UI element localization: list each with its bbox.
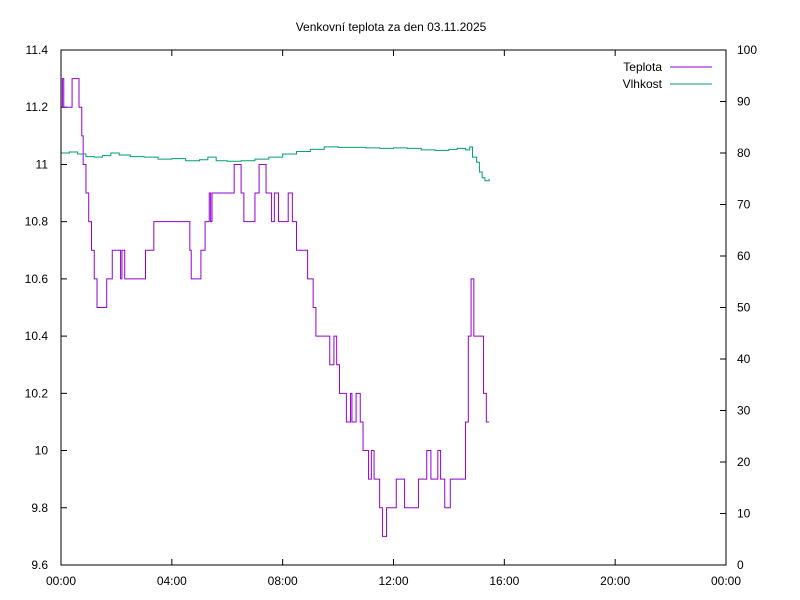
chart-title: Venkovní teplota za den 03.11.2025 [296, 20, 487, 34]
y2-tick-label: 0 [737, 558, 744, 572]
legend: Teplota Vlhkost [623, 60, 712, 91]
x-tick-label: 04:00 [157, 574, 187, 588]
y-tick-label: 10.2 [25, 386, 49, 400]
y-tick-label: 10.8 [25, 215, 49, 229]
y-tick-label: 11 [36, 157, 49, 171]
y2-tick-label: 40 [737, 352, 751, 366]
x-tick-label: 12:00 [378, 574, 408, 588]
x-tick-label: 20:00 [600, 574, 630, 588]
y2-tick-label: 100 [737, 43, 757, 57]
y-tick-label: 10.6 [25, 272, 49, 286]
x-tick-label: 08:00 [268, 574, 298, 588]
y2-tick-label: 70 [737, 198, 751, 212]
y2-tick-label: 30 [737, 404, 751, 418]
y-tick-label: 10.4 [25, 329, 49, 343]
series-line-teplota [61, 78, 490, 537]
x-tick-label: 16:00 [489, 574, 519, 588]
y2-tick-label: 10 [737, 507, 751, 521]
y-tick-label: 9.8 [31, 501, 48, 515]
y-tick-label: 11.2 [26, 100, 49, 114]
y2-tick-label: 60 [737, 249, 751, 263]
series-line-vlhkost [61, 146, 490, 182]
y-tick-label: 10 [35, 444, 49, 458]
y-tick-label: 9.6 [31, 558, 48, 572]
axis-ticks: 00:00 04:00 08:00 12:00 16:00 20:00 00:00 9.6 9.… [25, 43, 758, 588]
y2-tick-label: 90 [737, 95, 751, 109]
data-series [61, 78, 490, 537]
y-tick-label: 11.4 [26, 43, 49, 57]
legend-label: Teplota [623, 60, 662, 74]
y2-tick-label: 20 [737, 455, 751, 469]
y2-tick-label: 50 [737, 301, 751, 315]
x-tick-label: 00:00 [46, 574, 76, 588]
legend-label: Vlhkost [623, 77, 663, 91]
y2-tick-label: 80 [737, 146, 751, 160]
x-tick-label: 00:00 [711, 574, 741, 588]
plot-frame [60, 49, 727, 566]
